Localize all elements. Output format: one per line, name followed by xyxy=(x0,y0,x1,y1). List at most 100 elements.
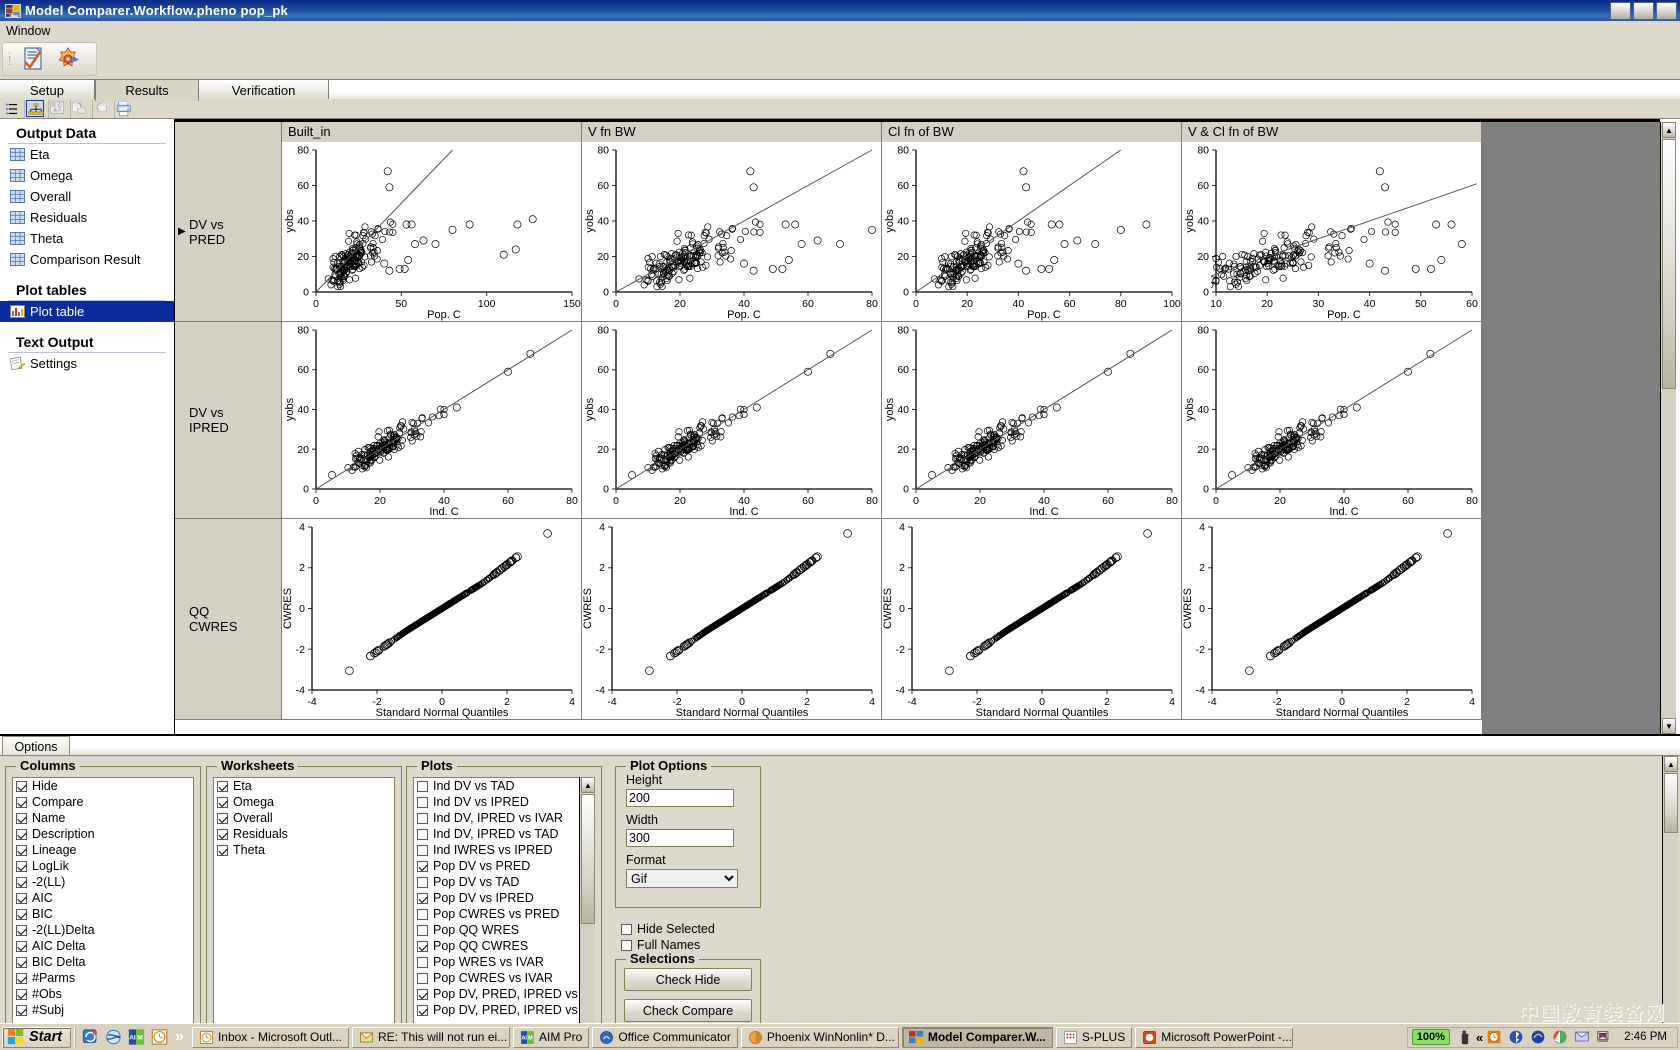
svg-text:Pop. C: Pop. C xyxy=(1027,309,1061,321)
svg-text:80: 80 xyxy=(897,145,909,157)
svg-text:40: 40 xyxy=(1197,216,1209,228)
svg-text:60: 60 xyxy=(297,364,309,376)
svg-text:80: 80 xyxy=(297,325,309,337)
svg-text:100: 100 xyxy=(1163,298,1181,310)
svg-text:0: 0 xyxy=(903,484,909,496)
svg-text:80: 80 xyxy=(1166,495,1178,507)
svg-text:0: 0 xyxy=(299,603,305,615)
svg-text:80: 80 xyxy=(566,495,578,507)
svg-text:20: 20 xyxy=(897,251,909,263)
svg-text:20: 20 xyxy=(597,251,609,263)
svg-text:60: 60 xyxy=(897,180,909,192)
svg-text:Ind. C: Ind. C xyxy=(1029,506,1058,518)
svg-text:-4: -4 xyxy=(1196,685,1205,697)
svg-text:40: 40 xyxy=(1197,404,1209,416)
svg-text:0: 0 xyxy=(913,298,919,310)
svg-text:CWRES: CWRES xyxy=(282,588,294,629)
svg-text:0: 0 xyxy=(603,484,609,496)
svg-text:10: 10 xyxy=(1210,298,1222,310)
svg-text:2: 2 xyxy=(1199,562,1205,574)
svg-text:yobs: yobs xyxy=(1184,397,1196,421)
svg-text:Standard Normal Quantiles: Standard Normal Quantiles xyxy=(376,707,509,719)
svg-text:40: 40 xyxy=(597,404,609,416)
svg-text:20: 20 xyxy=(297,444,309,456)
svg-text:80: 80 xyxy=(1115,298,1127,310)
svg-text:4: 4 xyxy=(299,522,305,534)
svg-text:-2: -2 xyxy=(1196,644,1205,656)
svg-text:4: 4 xyxy=(1469,696,1475,708)
svg-text:yobs: yobs xyxy=(884,209,896,233)
svg-text:0: 0 xyxy=(303,484,309,496)
svg-text:0: 0 xyxy=(899,603,905,615)
svg-text:40: 40 xyxy=(897,216,909,228)
svg-text:Pop. C: Pop. C xyxy=(427,309,461,321)
svg-text:2: 2 xyxy=(599,562,605,574)
svg-text:Standard Normal Quantiles: Standard Normal Quantiles xyxy=(1276,707,1409,719)
svg-text:yobs: yobs xyxy=(284,397,296,421)
svg-text:yobs: yobs xyxy=(1184,209,1196,233)
svg-text:2: 2 xyxy=(299,562,305,574)
svg-text:4: 4 xyxy=(869,696,875,708)
svg-text:20: 20 xyxy=(974,495,986,507)
svg-text:60: 60 xyxy=(802,495,814,507)
svg-text:40: 40 xyxy=(297,216,309,228)
svg-text:60: 60 xyxy=(502,495,514,507)
svg-text:150: 150 xyxy=(563,298,581,310)
svg-text:60: 60 xyxy=(597,180,609,192)
svg-text:0: 0 xyxy=(613,495,619,507)
svg-text:60: 60 xyxy=(597,364,609,376)
svg-text:40: 40 xyxy=(897,404,909,416)
svg-text:60: 60 xyxy=(297,180,309,192)
svg-text:60: 60 xyxy=(1197,364,1209,376)
svg-text:0: 0 xyxy=(913,495,919,507)
svg-text:0: 0 xyxy=(1203,287,1209,299)
svg-text:20: 20 xyxy=(1197,251,1209,263)
svg-text:-4: -4 xyxy=(907,696,916,708)
svg-text:80: 80 xyxy=(597,325,609,337)
svg-text:4: 4 xyxy=(899,522,905,534)
svg-text:-4: -4 xyxy=(296,685,305,697)
svg-text:40: 40 xyxy=(597,216,609,228)
svg-text:20: 20 xyxy=(674,495,686,507)
svg-text:0: 0 xyxy=(613,298,619,310)
svg-text:Standard Normal Quantiles: Standard Normal Quantiles xyxy=(676,707,809,719)
svg-text:M: M xyxy=(137,1034,143,1041)
svg-text:80: 80 xyxy=(1197,325,1209,337)
svg-text:4: 4 xyxy=(1169,696,1175,708)
svg-text:40: 40 xyxy=(1364,298,1376,310)
svg-text:80: 80 xyxy=(1197,145,1209,157)
svg-text:0: 0 xyxy=(313,495,319,507)
svg-text:Ind. C: Ind. C xyxy=(729,506,758,518)
svg-text:4: 4 xyxy=(599,522,605,534)
svg-text:Standard Normal Quantiles: Standard Normal Quantiles xyxy=(976,707,1109,719)
svg-text:60: 60 xyxy=(897,364,909,376)
svg-text:-2: -2 xyxy=(596,644,605,656)
svg-text:20: 20 xyxy=(1261,298,1273,310)
svg-text:60: 60 xyxy=(1402,495,1414,507)
svg-text:50: 50 xyxy=(1415,298,1427,310)
svg-text:80: 80 xyxy=(1466,495,1478,507)
svg-text:M: M xyxy=(528,1035,533,1041)
svg-text:80: 80 xyxy=(297,145,309,157)
svg-text:-4: -4 xyxy=(607,696,616,708)
svg-text:80: 80 xyxy=(866,298,878,310)
svg-text:40: 40 xyxy=(1013,298,1025,310)
svg-text:0: 0 xyxy=(1213,495,1219,507)
svg-text:AI: AI xyxy=(129,1034,136,1041)
svg-text:Ind. C: Ind. C xyxy=(429,506,458,518)
svg-text:CWRES: CWRES xyxy=(582,588,594,629)
svg-text:20: 20 xyxy=(297,251,309,263)
svg-text:20: 20 xyxy=(1197,444,1209,456)
svg-text:CWRES: CWRES xyxy=(882,588,894,629)
svg-text:-4: -4 xyxy=(1207,696,1216,708)
svg-text:4: 4 xyxy=(1199,522,1205,534)
svg-text:0: 0 xyxy=(1199,603,1205,615)
svg-text:yobs: yobs xyxy=(884,397,896,421)
svg-text:-2: -2 xyxy=(296,644,305,656)
svg-text:CWRES: CWRES xyxy=(1182,588,1194,629)
svg-text:-4: -4 xyxy=(596,685,605,697)
svg-text:100: 100 xyxy=(478,298,496,310)
svg-text:2: 2 xyxy=(899,562,905,574)
svg-text:4: 4 xyxy=(569,696,575,708)
svg-text:0: 0 xyxy=(1203,484,1209,496)
